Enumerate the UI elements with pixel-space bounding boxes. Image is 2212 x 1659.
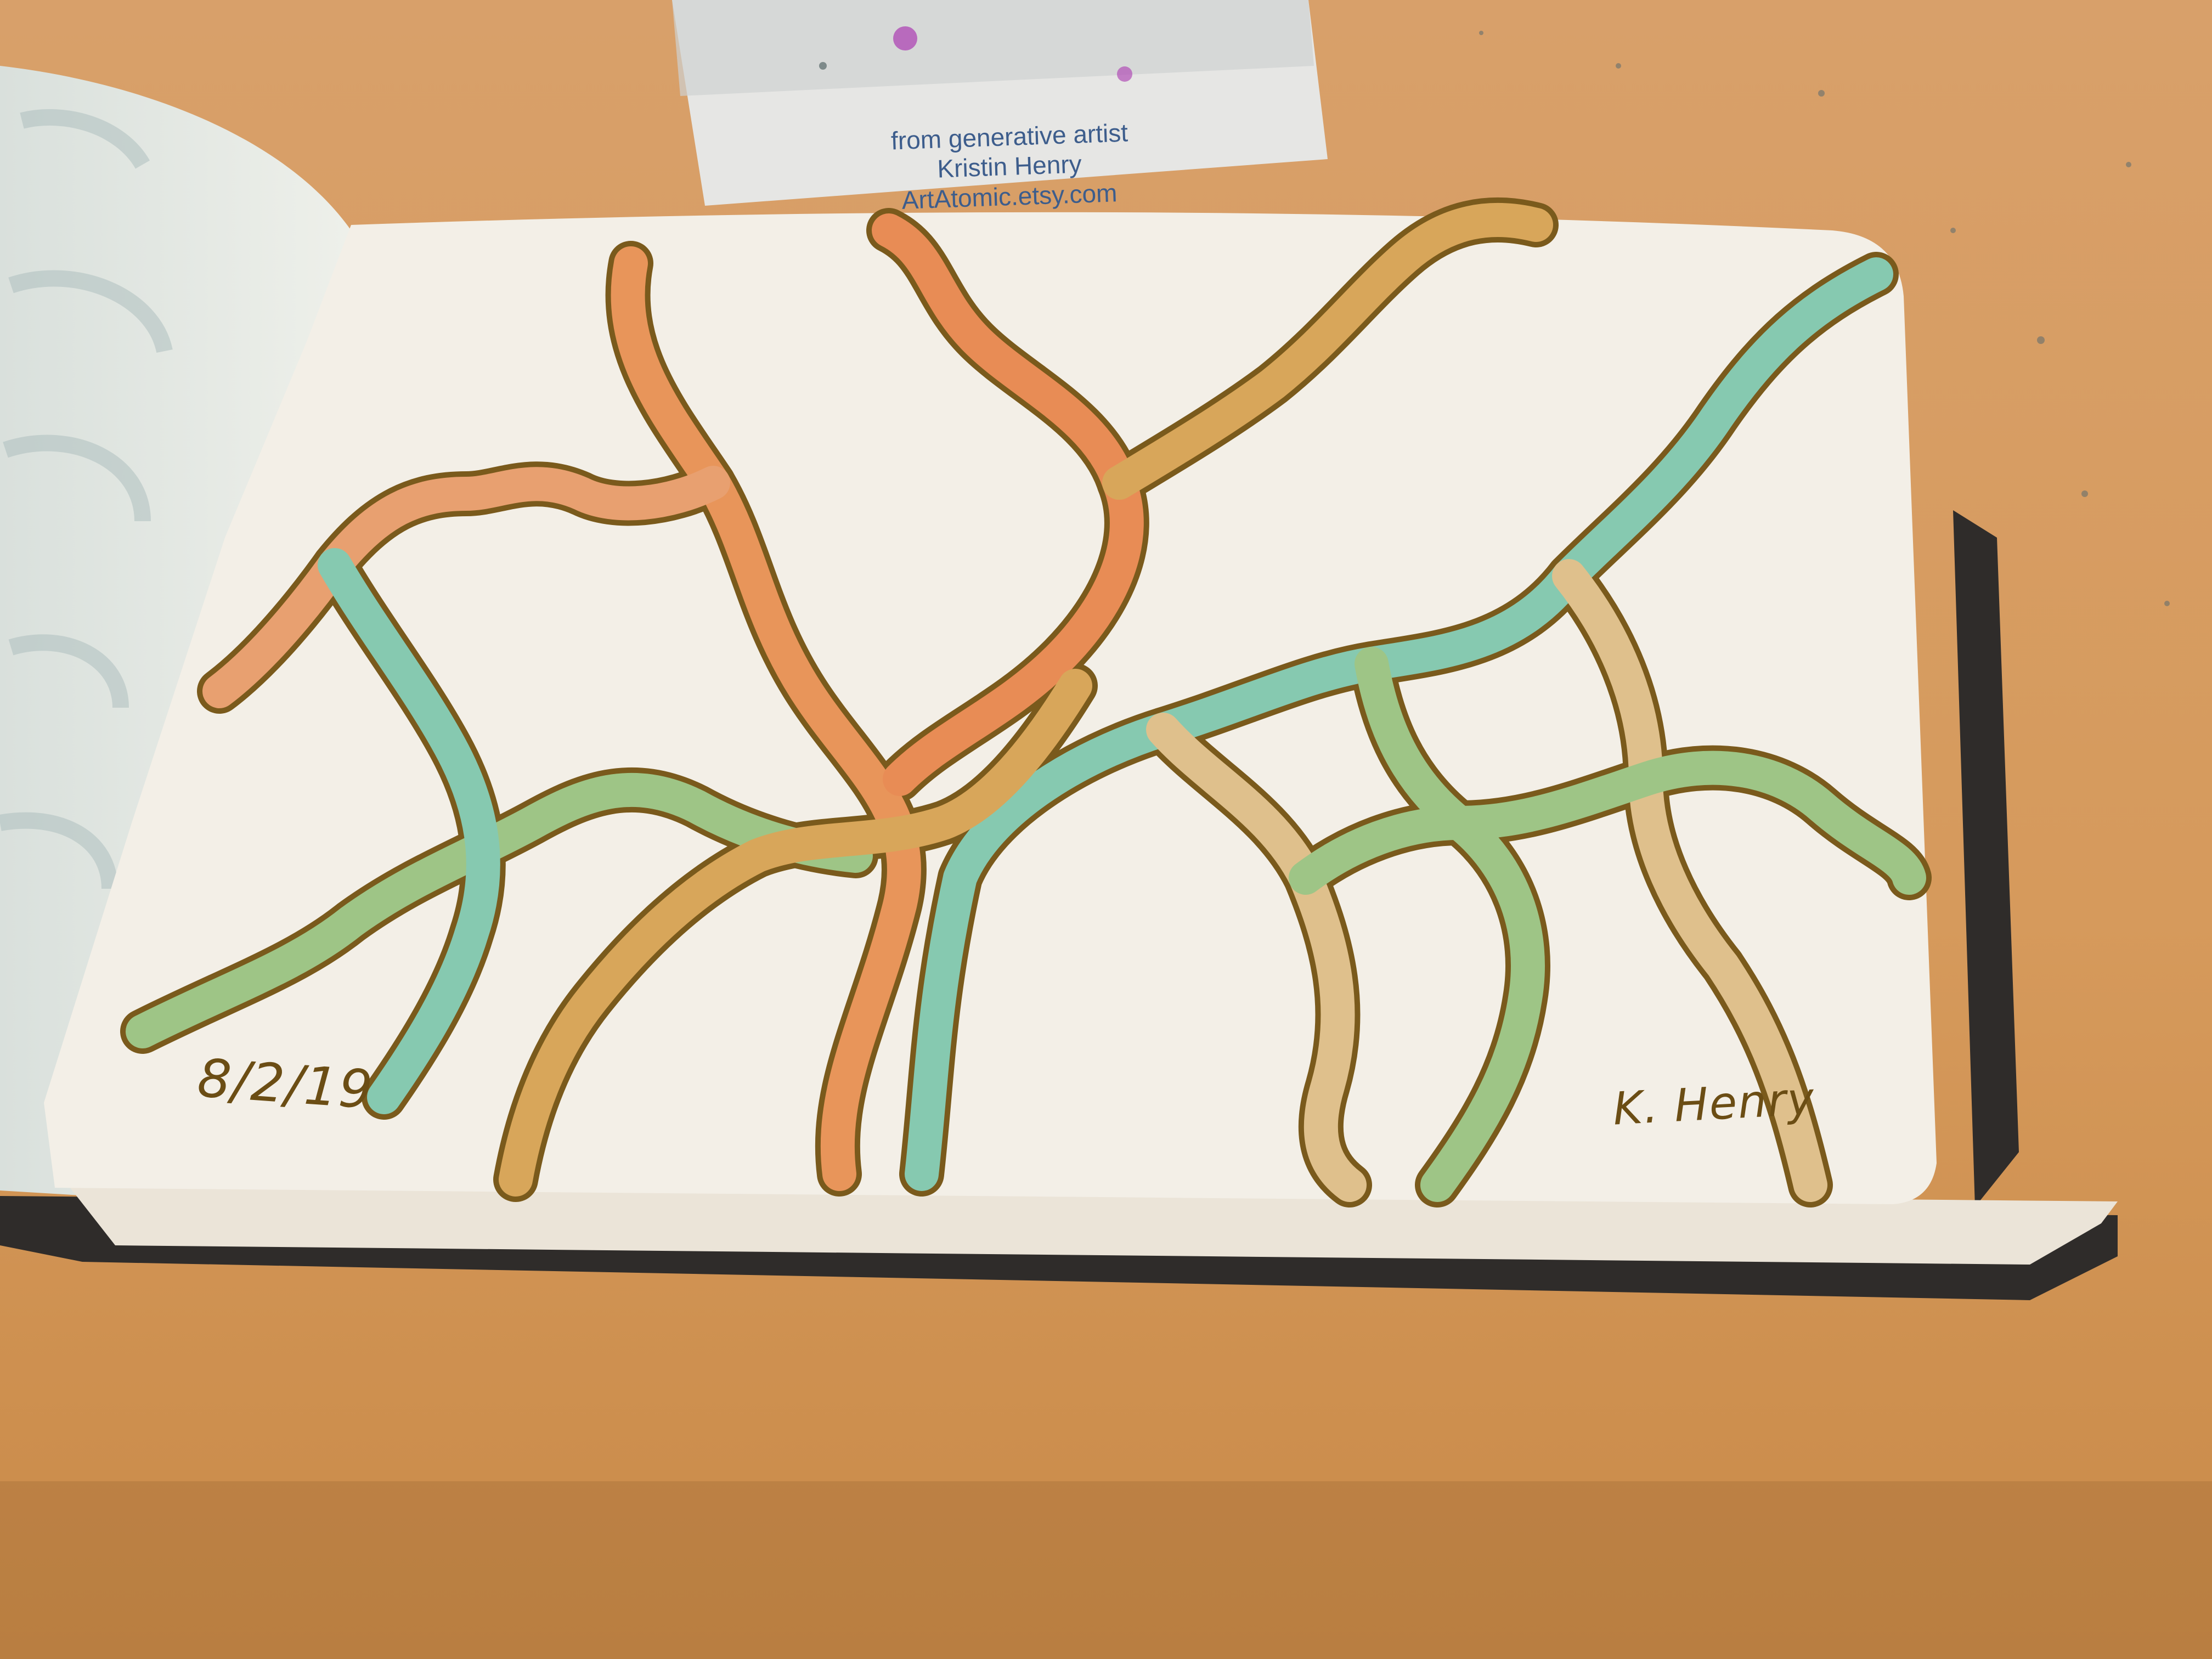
notebook-cover [0,510,2118,1300]
business-card [672,0,1328,206]
artist-signature: K. Henry [1611,1073,1816,1136]
table-shadow [0,1481,2212,1659]
notebook-left-page [0,66,351,1201]
branch-artwork [120,197,1932,1207]
artwork-date: 8/2/19 [195,1047,376,1121]
